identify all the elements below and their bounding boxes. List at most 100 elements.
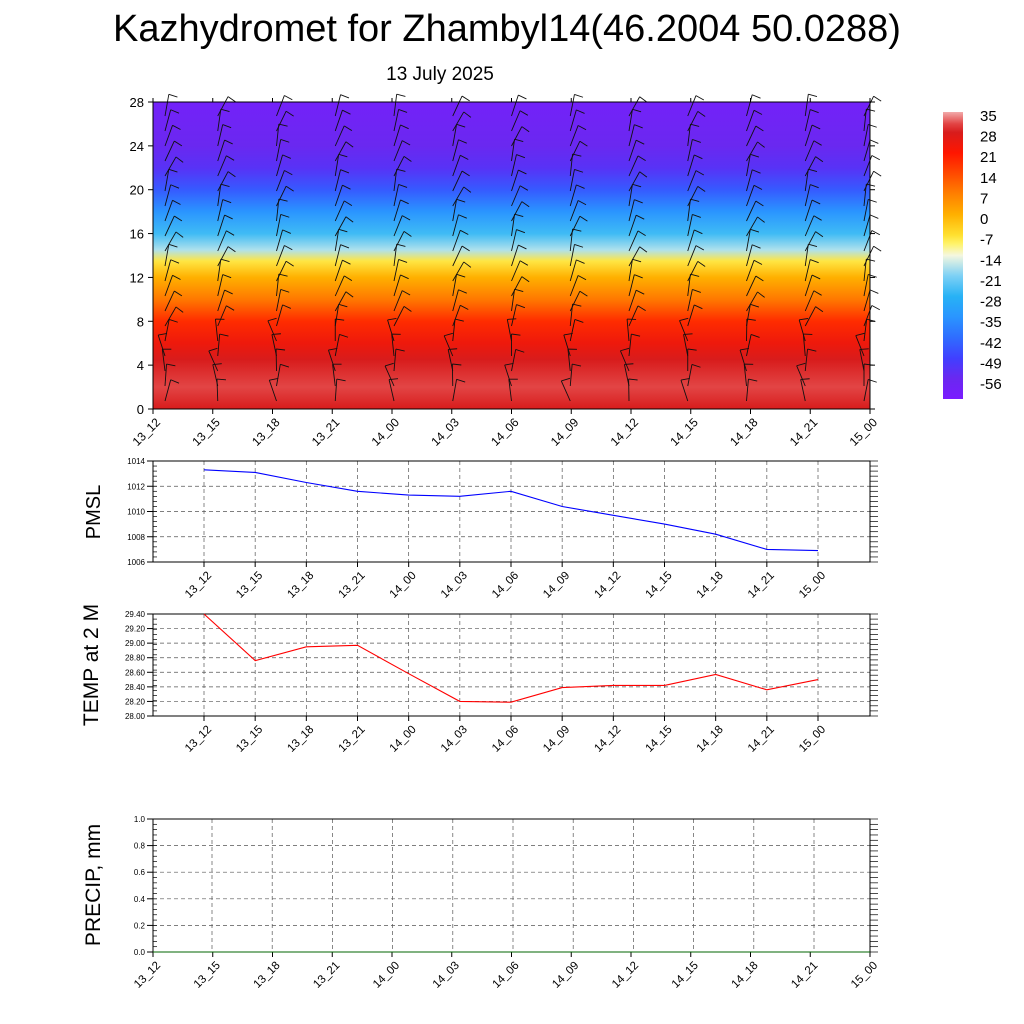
wind-barb-staff [276,139,282,162]
wind-barb-feather [563,333,573,336]
wind-barb-feather [339,333,349,338]
wind-barb-feather [461,245,470,252]
wind-barb-staff [511,94,519,117]
wind-barb-feather [519,185,529,191]
wind-barb-feather [576,109,585,114]
y-axis-label: TEMP at 2 M [80,604,103,726]
section-x-tick-label: 13_18 [249,415,283,449]
wind-barb-feather [458,289,467,294]
section-y-tick-label: 20 [130,183,144,198]
x-tick-label: 14_00 [371,960,402,991]
wind-barb-staff [863,305,873,327]
wind-barb-feather [873,95,882,102]
wind-barb-staff [569,141,581,162]
wind-barb-feather [285,260,294,267]
wind-barb-feather [755,200,764,207]
wind-barb-feather [746,318,756,321]
wind-barb-feather [750,334,760,338]
wind-barb-staff [569,319,576,342]
wind-barb-staff [804,184,811,207]
x-tick-label: 14_09 [550,960,581,991]
wind-barb-staff [511,110,521,132]
wind-barb-staff [208,350,219,372]
wind-barb-staff [804,274,813,297]
wind-barb-feather [693,154,703,160]
wind-barb-staff [746,260,755,282]
wind-barb-feather [338,303,348,308]
wind-barb-feather [170,109,180,114]
wind-barb-staff [267,320,277,342]
wind-barb-staff [393,231,405,252]
wind-barb-feather [579,290,588,297]
wind-barb-feather [280,138,290,143]
wind-barb-staff [164,259,172,282]
section-y-tick-label: 16 [130,227,144,242]
series-line [203,613,819,703]
colorbar-label: 14 [980,170,997,187]
wind-barb-feather [639,246,648,253]
wind-barb-staff [276,229,283,252]
wind-barb-staff [863,289,871,312]
wind-barb-feather [343,275,353,281]
wind-barb-staff [393,215,403,237]
wind-barb-feather [172,274,181,280]
x-tick-label: 14_06 [491,960,522,991]
wind-barb-feather [808,243,818,248]
wind-barb-feather [574,243,584,248]
wind-barb-staff [217,155,227,177]
wind-barb-feather [224,214,233,220]
wind-barb-feather [811,199,821,205]
y-tick-label: 0.8 [134,842,146,851]
x-tick-label: 15_00 [797,570,828,601]
wind-barb-staff [628,334,632,357]
wind-barb-staff [569,364,573,387]
wind-barb-staff [746,169,753,192]
wind-barb-feather [338,228,348,233]
wind-barb-feather [750,303,760,308]
wind-barb-feather [224,289,233,295]
colorbar-label: 7 [980,190,988,207]
wind-barb-staff [687,289,693,312]
wind-barb-feather [166,363,176,367]
wind-barb-staff [215,319,219,342]
wind-barb-feather [813,140,822,146]
wind-barb-feather [280,288,290,293]
wind-barb-staff [164,290,175,312]
wind-barb-feather [635,289,645,295]
x-tick-label: 15_00 [849,960,880,991]
wind-barb-staff [746,185,755,207]
wind-barb-feather [518,94,527,100]
wind-barb-feather [284,245,293,251]
wind-barb-feather [519,260,529,266]
wind-barb-feather [748,378,758,382]
panel-frame [152,613,871,717]
wind-barb-feather [285,110,294,117]
wind-barb-feather [222,124,232,129]
wind-barb-feather [620,347,630,352]
colorbar-label: -7 [980,232,993,249]
wind-barb-feather [463,111,472,118]
wind-barb-feather [574,168,584,173]
wind-barb-feather [572,228,582,232]
wind-barb-staff [863,214,871,237]
wind-barb-feather [269,377,279,381]
wind-barb-staff [511,229,517,252]
section-x-tick-label: 14_09 [548,415,582,449]
section-x-tick-label: 14_06 [488,415,522,449]
wind-barb-staff [334,125,345,147]
wind-barb-staff [680,379,689,402]
wind-barb-staff [452,230,461,252]
colorbar-label: -49 [980,355,1002,372]
wind-barb-staff [859,349,865,372]
wind-barb-feather [750,153,760,158]
wind-barb-staff [276,304,283,327]
wind-barb-feather [398,184,408,188]
x-tick-label: 14_15 [644,724,675,755]
y-tick-label: 1006 [127,558,145,567]
wind-barb-staff [687,111,699,132]
wind-barb-staff [569,291,581,312]
wind-barb-staff [804,259,811,282]
wind-barb-staff [628,109,633,132]
wind-barb-staff [746,154,751,177]
wind-barb-feather [572,153,582,157]
